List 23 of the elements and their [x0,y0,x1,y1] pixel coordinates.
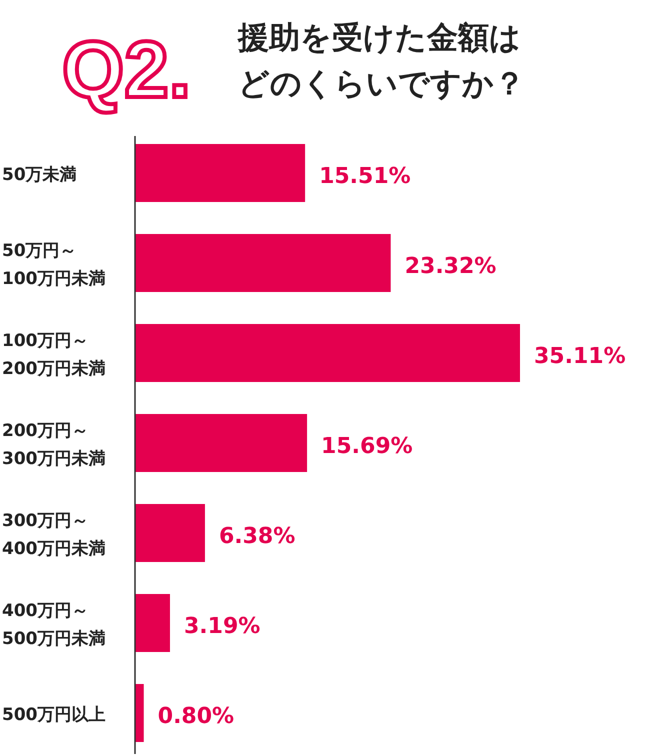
data-label: 15.51% [319,164,411,189]
chart-title: Q2. [62,25,191,114]
y-tick-label: 200万円～ 300万円未満 [2,421,106,469]
y-tick-label: 400万円～ 500万円未満 [2,601,106,649]
bar [135,504,205,562]
y-tick-label: 100万円～ 200万円未満 [2,331,106,379]
y-tick-label: 500万円以上 [2,705,106,725]
data-label: 15.69% [321,434,413,459]
data-label: 23.32% [404,254,496,279]
data-label: 0.80% [158,704,234,729]
bar [135,324,520,382]
y-tick-label: 50万円～ 100万円未満 [2,241,106,289]
data-label: 35.11% [534,344,626,369]
y-tick-label: 50万未満 [2,165,77,185]
bar [135,684,144,742]
chart-subtitle: 援助を受けた金額はどのくらいですか？ [237,20,525,102]
y-tick-label: 300万円～ 400万円未満 [2,511,106,559]
bar [135,234,391,292]
bar [135,144,306,202]
data-label: 3.19% [184,614,260,639]
bar [135,414,308,472]
bar [135,594,170,652]
data-label: 6.38% [218,524,296,549]
